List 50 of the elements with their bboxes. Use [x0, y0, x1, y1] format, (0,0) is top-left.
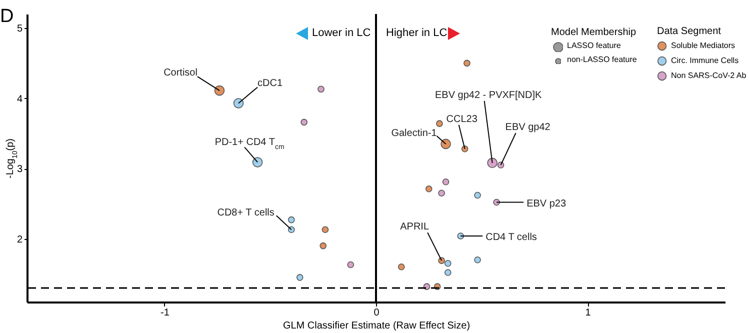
point: [444, 269, 452, 276]
annotation: CD4 T cells: [486, 232, 537, 243]
point: [288, 216, 295, 224]
annotation: Lower in LC: [312, 27, 371, 39]
point: [436, 120, 443, 127]
legend-title: Data Segment: [657, 26, 722, 37]
point: [322, 226, 329, 234]
legend-label: LASSO feature: [567, 41, 621, 50]
point: [474, 256, 481, 264]
annotation: CCL23: [446, 114, 478, 125]
y-tick-label: 2: [16, 234, 23, 246]
annotation: EBV gp42 - PVXF[ND]K: [434, 90, 542, 101]
point: [300, 118, 308, 126]
point: [474, 192, 481, 199]
x-tick-label: 0: [374, 308, 380, 318]
annotation: Galectin-1: [391, 128, 438, 139]
annotation: Model Membership: [551, 27, 636, 38]
legend-label: Non SARS-CoV-2 Ab: [671, 71, 747, 80]
point: [464, 60, 470, 67]
point: [398, 263, 405, 270]
annotation: CD8+ T cells: [217, 208, 274, 219]
x-axis-title: GLM Classifier Estimate (Raw Effect Size): [282, 320, 470, 332]
point: [296, 274, 304, 281]
point: [497, 162, 504, 168]
point: [461, 145, 468, 152]
point: [423, 283, 430, 290]
annotation: Higher in LC: [386, 27, 448, 39]
annotation: EBV p23: [526, 198, 566, 210]
point: [318, 86, 324, 93]
x-tick-label: 1: [585, 308, 592, 318]
legend-label: non-LASSO feature: [567, 55, 637, 64]
point: [438, 257, 445, 264]
point: [444, 260, 452, 267]
annotation: EBV gp42: [505, 122, 551, 134]
point: [442, 178, 450, 186]
x-tick-label: -1: [160, 308, 170, 318]
point: [425, 186, 432, 192]
annotation: Cortisol: [164, 68, 198, 79]
point: [347, 261, 354, 268]
y-tick-label: 5: [16, 24, 23, 35]
legend-label: Soluble Mediators: [671, 41, 736, 50]
annotation: APRIL: [400, 222, 430, 233]
point: [438, 190, 445, 197]
text: D: [0, 6, 14, 27]
y-tick-label: 3: [16, 164, 23, 176]
annotation: cDC1: [258, 78, 283, 90]
point: [320, 242, 327, 250]
legend-label: Circ. Immune Cells: [671, 56, 739, 65]
y-tick-label: 4: [16, 94, 23, 105]
annotation: PD-1+ CD4 T$_{cm}$: [214, 137, 284, 151]
